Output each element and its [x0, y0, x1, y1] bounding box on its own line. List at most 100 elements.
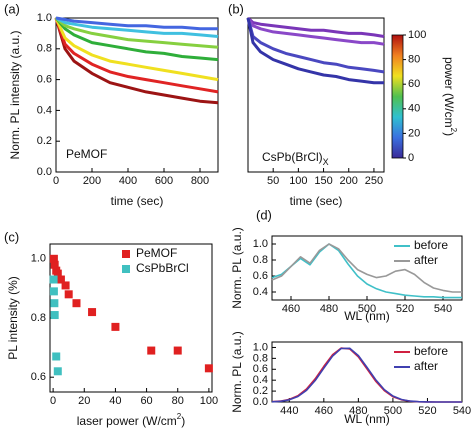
x-tick-label: 100 — [200, 395, 218, 407]
colorbar-tick-label: 20 — [408, 127, 420, 139]
x-tick-label: 80 — [172, 395, 184, 407]
y-tick-label: 0.0 — [37, 166, 52, 178]
x-axis-label: time (sec) — [111, 194, 164, 208]
y-tick-label: 1.0 — [37, 12, 52, 24]
y-axis-label: Norm. PL intensity (a.u.) — [8, 31, 22, 160]
y-axis-label: Norm. PL (a.u.) — [230, 227, 244, 309]
y-tick-label: 1.0 — [253, 341, 268, 353]
plot-frame — [247, 17, 385, 173]
colorbar-tick-label: 40 — [408, 103, 420, 115]
colorbar-tick-label: 80 — [408, 54, 420, 66]
colorbar-tick-label: 60 — [408, 78, 420, 90]
y-tick-label: 0.8 — [253, 352, 268, 364]
y-tick-label: 0.6 — [253, 363, 268, 375]
y-tick-label: 0.0 — [253, 396, 268, 408]
series-line — [54, 17, 219, 62]
legend-label: after — [414, 359, 438, 373]
series-line — [55, 16, 218, 31]
series-line — [54, 17, 219, 82]
plot-frame — [271, 341, 463, 403]
colorbar-label-tail: ) — [442, 132, 456, 136]
x-tick-label: 800 — [191, 175, 209, 187]
y-tick-label: 1.0 — [31, 253, 46, 265]
series-line — [246, 17, 384, 85]
data-point — [64, 290, 73, 299]
data-point — [111, 322, 120, 331]
x-tick-label: 460 — [315, 405, 333, 417]
x-tick-label: 540 — [434, 303, 452, 315]
data-point — [88, 308, 97, 317]
y-tick-label: 0.6 — [253, 270, 268, 282]
x-axis-label: WL (nm) — [344, 412, 390, 426]
x-tick-label: 500 — [384, 405, 402, 417]
legend-label: before — [414, 238, 448, 252]
series-line — [246, 17, 385, 46]
x-tick-label: 480 — [320, 303, 338, 315]
y-tick-label: 0.8 — [253, 254, 268, 266]
annotation: PeMOF — [66, 147, 107, 161]
y-tick-label: 0.8 — [37, 43, 52, 55]
colorbar-label-text: power (W/cm — [442, 57, 456, 128]
series-line — [246, 17, 385, 74]
x-tick-label: 250 — [365, 175, 383, 187]
data-point — [50, 311, 59, 320]
colorbar-tick-label: 0 — [408, 152, 414, 164]
y-axis-label: PL intensity (%) — [6, 276, 20, 360]
y-tick-label: 0.4 — [253, 374, 268, 386]
legend-label: before — [414, 344, 448, 358]
data-point — [53, 269, 62, 278]
data-point — [53, 367, 62, 376]
x-tick-label: 480 — [349, 405, 367, 417]
y-tick-label: 0.8 — [31, 312, 46, 324]
x-tick-label: 50 — [267, 175, 279, 187]
series-line — [246, 16, 385, 38]
y-tick-label: 0.4 — [37, 104, 52, 116]
x-tick-label: 500 — [358, 303, 376, 315]
data-point — [147, 346, 156, 355]
x-tick-label: 600 — [155, 175, 173, 187]
colorbar-tick-label: 100 — [408, 29, 426, 41]
data-point — [56, 275, 65, 284]
data-point — [49, 275, 58, 284]
panel-label: (a) — [4, 1, 20, 16]
data-point — [49, 287, 58, 296]
series-line — [55, 16, 219, 49]
data-point — [72, 299, 81, 308]
colorbar-label-sup: 2 — [449, 128, 458, 133]
data-point — [49, 254, 58, 263]
x-axis-label: laser power (W/cm2) — [77, 412, 185, 428]
panel-label: (c) — [4, 229, 19, 244]
data-point — [204, 364, 213, 373]
series-line — [271, 243, 462, 293]
legend-label: CsPbBrCl — [136, 261, 189, 275]
annotation-sub: X — [323, 157, 329, 167]
panel-label: (b) — [228, 1, 244, 16]
data-point — [52, 352, 61, 361]
plot-frame — [55, 17, 219, 173]
x-tick-label: 0 — [50, 395, 56, 407]
data-point — [50, 299, 59, 308]
panel-label: (d) — [256, 207, 272, 222]
data-point — [61, 281, 70, 290]
y-tick-label: 0.6 — [37, 74, 52, 86]
y-tick-label: 0.4 — [253, 286, 268, 298]
x-tick-label: 150 — [314, 175, 332, 187]
x-tick-label: 520 — [418, 405, 436, 417]
y-tick-label: 0.2 — [37, 135, 52, 147]
x-tick-label: 440 — [280, 405, 298, 417]
series-line — [54, 17, 219, 94]
colorbar — [391, 34, 404, 159]
x-tick-label: 0 — [53, 175, 59, 187]
x-tick-label: 60 — [140, 395, 152, 407]
series-line — [271, 243, 462, 299]
x-axis-label-text: laser power (W/cm — [77, 414, 177, 428]
x-tick-label: 400 — [119, 175, 137, 187]
y-axis-label: Norm. PL (a.u.) — [230, 331, 244, 413]
x-tick-label: 520 — [396, 303, 414, 315]
x-tick-label: 200 — [340, 175, 358, 187]
x-axis-label-tail: ) — [181, 414, 185, 428]
legend-label: after — [414, 253, 438, 267]
series-line — [55, 16, 219, 38]
x-tick-label: 460 — [282, 303, 300, 315]
